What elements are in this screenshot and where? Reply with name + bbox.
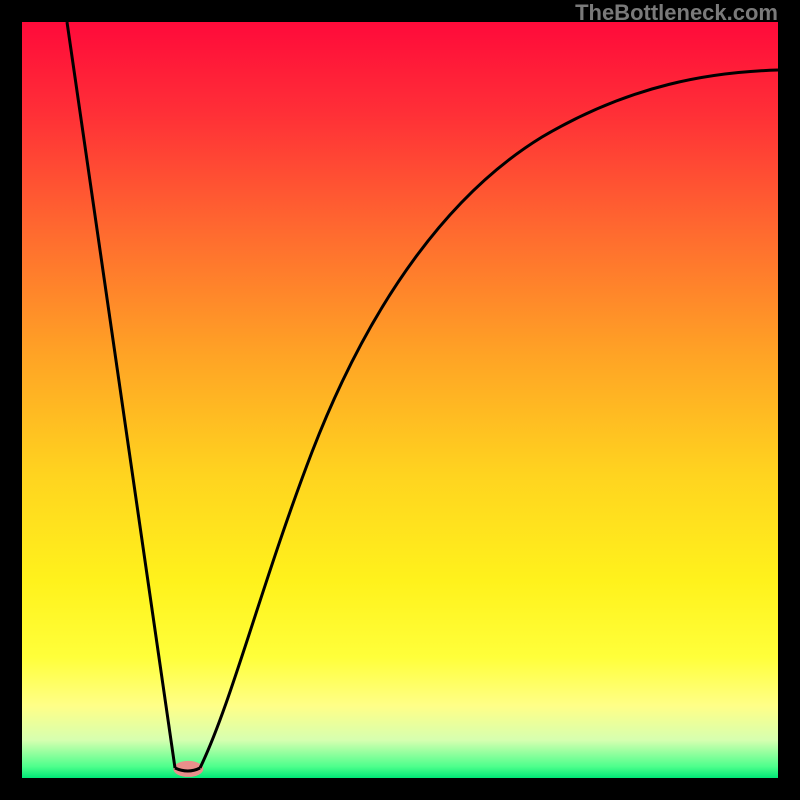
plot-svg bbox=[22, 22, 778, 778]
gradient-background bbox=[22, 22, 778, 778]
chart-frame: TheBottleneck.com bbox=[0, 0, 800, 800]
watermark-text: TheBottleneck.com bbox=[575, 0, 778, 26]
plot-area bbox=[22, 22, 778, 778]
